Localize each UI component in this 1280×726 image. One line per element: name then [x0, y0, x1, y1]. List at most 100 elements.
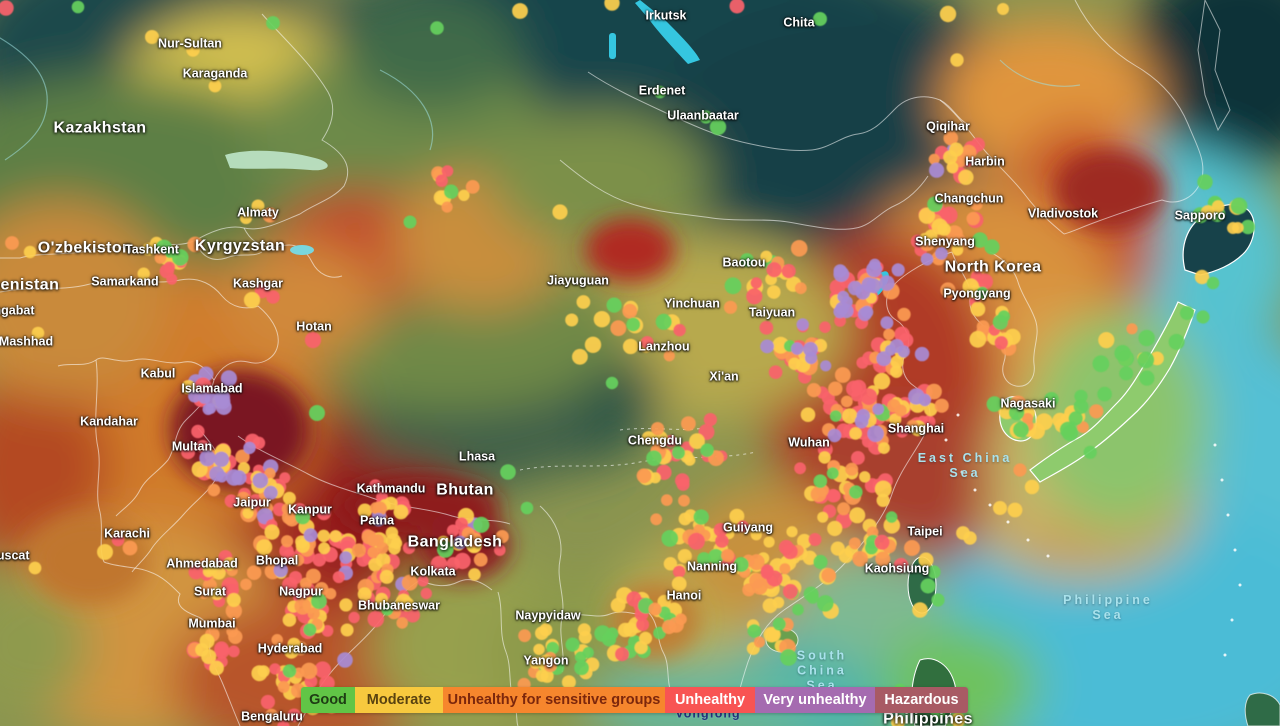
station-dot[interactable]: [842, 408, 858, 424]
station-dot[interactable]: [740, 253, 754, 267]
station-dot[interactable]: [626, 591, 642, 607]
station-dot[interactable]: [874, 534, 890, 550]
station-dot[interactable]: [958, 169, 974, 185]
station-dot[interactable]: [1013, 463, 1027, 477]
station-dot[interactable]: [808, 533, 822, 546]
station-dot[interactable]: [875, 551, 891, 567]
station-dot[interactable]: [729, 0, 745, 14]
station-dot[interactable]: [780, 649, 797, 666]
station-dot[interactable]: [827, 428, 842, 443]
station-dot[interactable]: [912, 602, 928, 618]
station-dot[interactable]: [453, 535, 467, 550]
station-dot[interactable]: [753, 636, 766, 648]
station-dot[interactable]: [337, 652, 353, 668]
station-dot[interactable]: [473, 516, 490, 533]
station-dot[interactable]: [576, 295, 591, 309]
station-dot[interactable]: [1068, 411, 1083, 426]
station-dot[interactable]: [736, 520, 749, 533]
station-dot[interactable]: [1206, 276, 1220, 290]
station-dot[interactable]: [235, 449, 250, 464]
station-dot[interactable]: [1138, 329, 1155, 347]
station-dot[interactable]: [309, 405, 325, 421]
station-dot[interactable]: [251, 199, 265, 213]
station-dot[interactable]: [852, 551, 868, 567]
station-dot[interactable]: [329, 530, 342, 543]
station-dot[interactable]: [840, 395, 853, 408]
station-dot[interactable]: [940, 282, 956, 298]
station-dot[interactable]: [606, 627, 619, 640]
station-dot[interactable]: [961, 144, 977, 161]
station-dot[interactable]: [655, 313, 672, 330]
station-dot[interactable]: [552, 204, 568, 220]
station-dot[interactable]: [369, 479, 382, 492]
station-dot[interactable]: [746, 288, 763, 305]
station-dot[interactable]: [970, 301, 986, 317]
station-dot[interactable]: [1180, 306, 1194, 320]
station-dot[interactable]: [263, 485, 278, 500]
station-dot[interactable]: [71, 0, 85, 14]
station-dot[interactable]: [856, 409, 870, 423]
station-dot[interactable]: [721, 548, 735, 563]
station-dot[interactable]: [950, 712, 966, 726]
station-dot[interactable]: [997, 310, 1011, 323]
station-dot[interactable]: [747, 624, 762, 638]
station-dot[interactable]: [420, 587, 432, 600]
station-dot[interactable]: [191, 424, 205, 439]
station-dot[interactable]: [946, 161, 959, 174]
station-dot[interactable]: [972, 232, 988, 248]
station-dot[interactable]: [927, 196, 943, 212]
legend-chip-good[interactable]: Good: [301, 687, 355, 713]
station-dot[interactable]: [841, 296, 853, 308]
station-dot[interactable]: [520, 501, 534, 515]
station-dot[interactable]: [239, 211, 253, 225]
station-dot[interactable]: [246, 565, 262, 580]
station-dot[interactable]: [934, 398, 949, 413]
station-dot[interactable]: [199, 633, 215, 649]
station-dot[interactable]: [1197, 174, 1213, 190]
station-dot[interactable]: [708, 548, 724, 565]
station-dot[interactable]: [304, 331, 322, 349]
station-dot[interactable]: [266, 290, 280, 304]
station-dot[interactable]: [749, 573, 765, 589]
station-dot[interactable]: [693, 509, 709, 525]
station-dot[interactable]: [943, 130, 959, 146]
station-dot[interactable]: [271, 634, 284, 646]
station-dot[interactable]: [859, 471, 871, 483]
station-dot[interactable]: [243, 291, 261, 309]
station-dot[interactable]: [788, 357, 801, 370]
station-dot[interactable]: [300, 662, 318, 679]
station-dot[interactable]: [604, 0, 620, 11]
station-dot[interactable]: [376, 542, 389, 555]
station-dot[interactable]: [860, 388, 878, 405]
station-dot[interactable]: [264, 524, 280, 540]
station-dot[interactable]: [495, 530, 509, 544]
legend-chip-unhealthy[interactable]: Unhealthy: [665, 687, 755, 713]
station-dot[interactable]: [1168, 333, 1185, 350]
station-dot[interactable]: [318, 542, 331, 555]
station-dot[interactable]: [1061, 424, 1079, 442]
station-dot[interactable]: [977, 273, 993, 290]
station-dot[interactable]: [781, 264, 796, 279]
station-dot[interactable]: [208, 79, 222, 93]
station-dot[interactable]: [444, 184, 459, 199]
station-dot[interactable]: [1077, 421, 1089, 434]
station-dot[interactable]: [593, 311, 611, 328]
station-dot[interactable]: [962, 278, 979, 295]
station-dot[interactable]: [277, 680, 290, 693]
station-dot[interactable]: [622, 303, 638, 319]
station-dot[interactable]: [939, 5, 957, 23]
station-dot[interactable]: [194, 377, 212, 395]
station-dot[interactable]: [636, 618, 650, 632]
station-dot[interactable]: [594, 625, 611, 642]
station-dot[interactable]: [703, 413, 718, 427]
station-dot[interactable]: [584, 336, 602, 353]
station-dot[interactable]: [867, 425, 884, 443]
station-dot[interactable]: [367, 546, 379, 559]
station-dot[interactable]: [806, 383, 822, 398]
station-dot[interactable]: [273, 562, 288, 578]
station-dot[interactable]: [813, 12, 827, 26]
station-dot[interactable]: [210, 587, 224, 601]
station-dot[interactable]: [626, 317, 641, 332]
station-dot[interactable]: [215, 394, 231, 410]
station-dot[interactable]: [385, 526, 399, 540]
